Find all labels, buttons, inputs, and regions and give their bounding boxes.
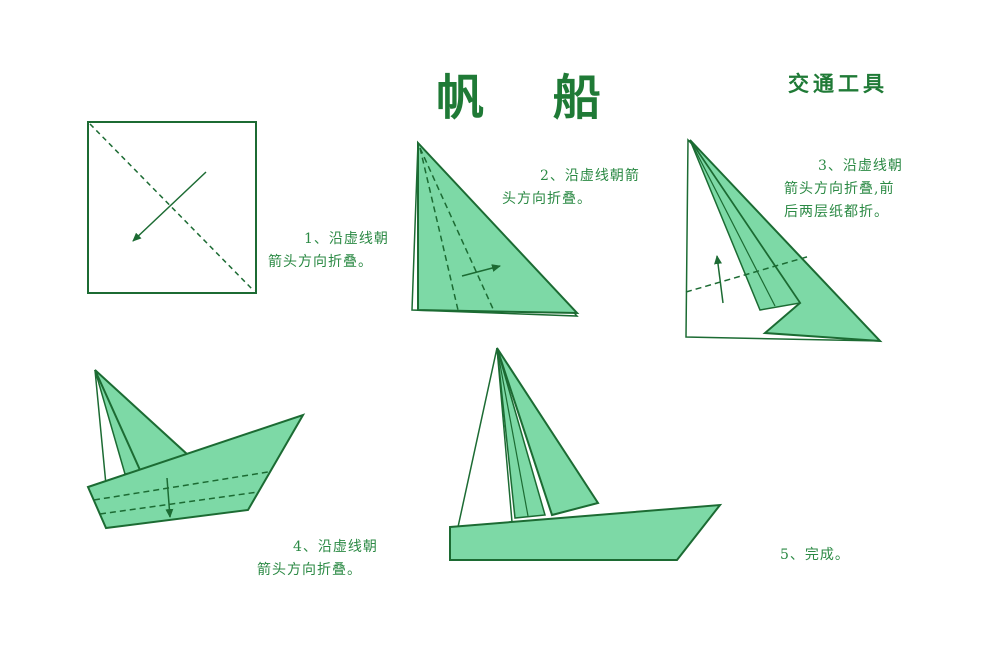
page-title: 帆 船 [436, 70, 627, 126]
step4-line1: 4、沿虚线朝 [293, 539, 378, 555]
step3-line1: 3、沿虚线朝 [818, 158, 903, 174]
step4-instruction: 4、沿虚线朝 箭头方向折叠。 [257, 536, 378, 582]
fold-arrow-icon [461, 264, 501, 277]
step5-figure [449, 347, 723, 561]
step1-line1: 1、沿虚线朝 [304, 231, 389, 247]
step2-line1: 2、沿虚线朝箭 [540, 168, 640, 184]
step4-figure [86, 369, 306, 530]
fold-arrow-icon [132, 171, 207, 242]
step5-line1: 5、完成。 [780, 547, 850, 563]
step3-figure [685, 138, 883, 343]
step3-line2: 箭头方向折叠,前 [784, 181, 895, 197]
step2-instruction: 2、沿虚线朝箭 头方向折叠。 [502, 165, 640, 211]
step2-figure [411, 140, 580, 317]
step1-line2: 箭头方向折叠。 [268, 254, 373, 270]
step1-figure [87, 121, 257, 294]
fold-arrow-icon [714, 255, 724, 304]
step1-instruction: 1、沿虚线朝 箭头方向折叠。 [268, 228, 389, 274]
category-label: 交通工具 [788, 72, 888, 96]
step5-instruction: 5、完成。 [780, 544, 850, 567]
step2-line2: 头方向折叠。 [502, 191, 592, 207]
fold-arrow-icon [165, 477, 174, 518]
step3-instruction: 3、沿虚线朝 箭头方向折叠,前 后两层纸都折。 [784, 155, 903, 224]
step4-line2: 箭头方向折叠。 [257, 562, 362, 578]
step3-line3: 后两层纸都折。 [784, 204, 889, 220]
